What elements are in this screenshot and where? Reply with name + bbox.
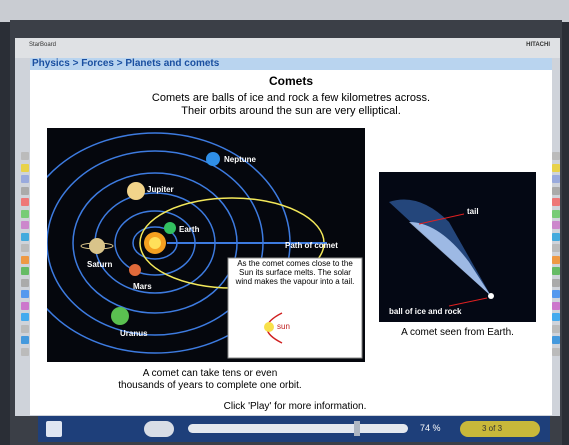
photo-caption: A comet seen from Earth.: [370, 327, 545, 338]
tool-icon[interactable]: [21, 175, 29, 183]
tool-icon[interactable]: [21, 325, 29, 333]
tool-icon[interactable]: [21, 233, 29, 241]
tool-icon[interactable]: [552, 279, 560, 287]
menu-button[interactable]: [46, 421, 62, 437]
maker: HITACHI: [526, 42, 550, 48]
tool-icon[interactable]: [552, 187, 560, 195]
tool-icon[interactable]: [21, 267, 29, 275]
playback-buttons[interactable]: [144, 421, 174, 437]
planet-label: Neptune: [224, 155, 257, 164]
tool-icon[interactable]: [21, 256, 29, 264]
background-wall: [0, 0, 569, 22]
solar-diagram: Neptune Jupiter Earth Saturn Mars Uranus…: [47, 128, 365, 362]
prompt: Click 'Play' for more information.: [130, 401, 460, 412]
tool-icon[interactable]: [552, 267, 560, 275]
tool-icon[interactable]: [21, 198, 29, 206]
tool-icon[interactable]: [21, 348, 29, 356]
tool-icon[interactable]: [21, 290, 29, 298]
tool-icon[interactable]: [552, 233, 560, 241]
planet-label: Jupiter: [147, 185, 174, 194]
right-toolbar: [551, 152, 561, 362]
tool-icon[interactable]: [21, 152, 29, 160]
zoom-level: 74 %: [420, 423, 441, 433]
slider-thumb[interactable]: [354, 421, 360, 436]
tool-icon[interactable]: [21, 336, 29, 344]
tool-icon[interactable]: [552, 152, 560, 160]
planet-label: Saturn: [87, 260, 112, 269]
tool-icon[interactable]: [552, 244, 560, 252]
tool-icon[interactable]: [552, 164, 560, 172]
page: StarBoard HITACHI Physics > Forces > Pla…: [0, 0, 569, 445]
tool-icon[interactable]: [552, 256, 560, 264]
head-label: ball of ice and rock: [389, 307, 462, 316]
left-toolbar: [20, 152, 30, 362]
tool-icon[interactable]: [552, 221, 560, 229]
callout: As the comet comes close to the Sun its …: [230, 259, 360, 286]
tool-icon[interactable]: [21, 164, 29, 172]
tool-icon[interactable]: [21, 244, 29, 252]
brand: StarBoard: [29, 42, 56, 48]
tool-icon[interactable]: [552, 198, 560, 206]
screen-header: StarBoard HITACHI: [15, 38, 560, 58]
intro-line: Comets are balls of ice and rock a few k…: [30, 92, 552, 104]
breadcrumb-bar: Physics > Forces > Planets and comets: [30, 58, 552, 70]
tool-icon[interactable]: [21, 313, 29, 321]
page-indicator: 3 of 3: [482, 424, 502, 433]
tool-icon[interactable]: [552, 336, 560, 344]
tool-icon[interactable]: [552, 290, 560, 298]
tool-icon[interactable]: [552, 175, 560, 183]
tool-icon[interactable]: [552, 348, 560, 356]
tool-icon[interactable]: [21, 210, 29, 218]
intro-line: Their orbits around the sun are very ell…: [30, 105, 552, 117]
planet-label: Uranus: [120, 329, 148, 338]
tool-icon[interactable]: [21, 279, 29, 287]
player-bar: 74 % 3 of 3: [38, 416, 550, 442]
tool-icon[interactable]: [21, 187, 29, 195]
path-label: Path of comet: [285, 241, 338, 250]
progress-slider[interactable]: [188, 424, 408, 433]
tool-icon[interactable]: [552, 302, 560, 310]
breadcrumb[interactable]: Physics > Forces > Planets and comets: [32, 58, 219, 69]
tool-icon[interactable]: [21, 302, 29, 310]
tool-icon[interactable]: [552, 210, 560, 218]
tool-icon[interactable]: [552, 325, 560, 333]
footnote-line: A comet can take tens or even: [60, 368, 360, 379]
sun-label: sun: [277, 322, 290, 331]
planet-label: Mars: [133, 282, 152, 291]
tool-icon[interactable]: [21, 221, 29, 229]
title: Comets: [30, 74, 552, 88]
planet-label: Earth: [179, 225, 200, 234]
tail-label: tail: [467, 207, 479, 216]
tool-icon[interactable]: [552, 313, 560, 321]
comet-photo: tail ball of ice and rock: [379, 172, 536, 322]
footnote-line: thousands of years to complete one orbit…: [60, 380, 360, 391]
